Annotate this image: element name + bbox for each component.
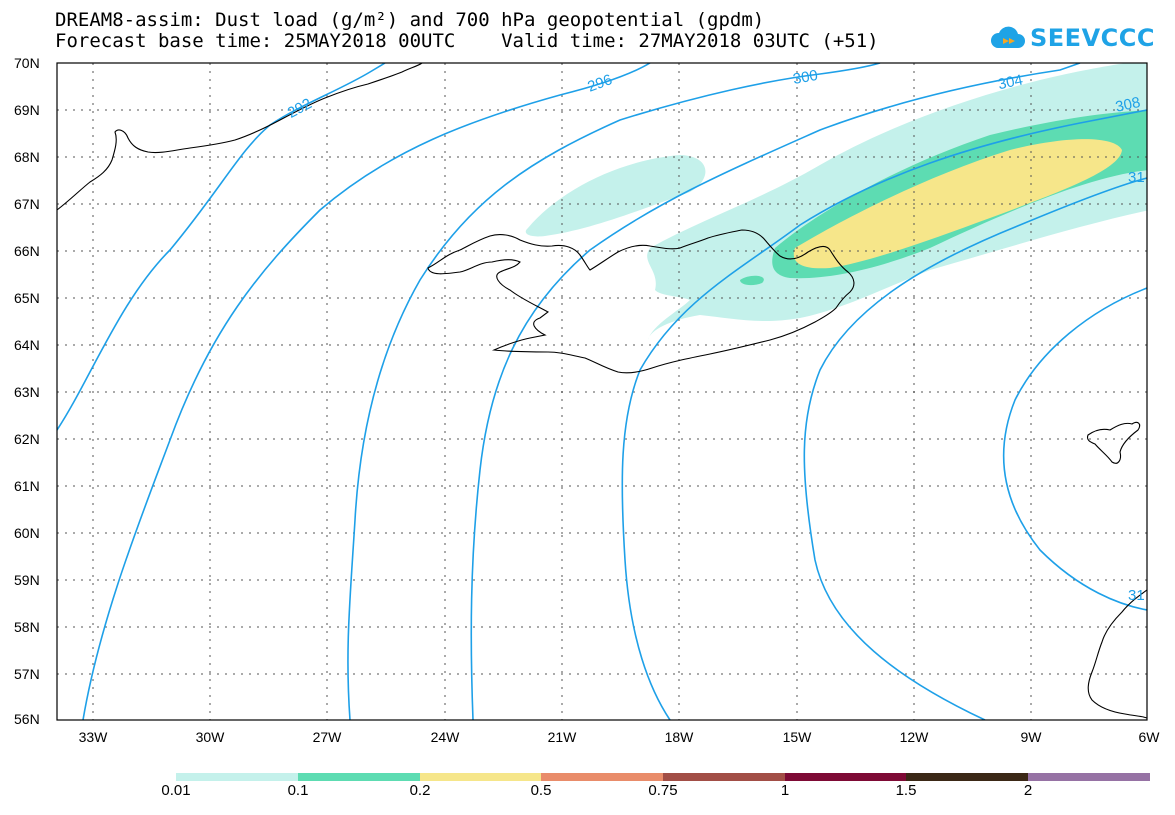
colorbar-label: 1.5 [895,782,917,799]
colorbar-swatch [1028,773,1150,781]
colorbar-swatch [785,773,906,781]
contour-line [470,63,1081,720]
contour-label: 31 [1128,169,1145,186]
lat-label: 70N [14,55,40,71]
colorbar [176,773,1150,781]
dust-shading [525,63,1147,340]
contour-label: 292 [285,95,315,122]
lat-label: 66N [14,243,40,259]
iceland-coast [427,229,855,374]
contour-line [57,63,386,431]
lat-label: 62N [14,431,40,447]
colorbar-label: 0.01 [161,782,191,799]
lat-label: 68N [14,149,40,165]
lon-label: 18W [665,729,695,745]
contour-line [82,63,651,720]
map-subtitle: Forecast base time: 25MAY2018 00UTC Vali… [55,30,879,52]
lon-label: 27W [313,729,343,745]
colorbar-swatch [663,773,785,781]
colorbar-swatch [176,773,298,781]
lat-label: 63N [14,384,40,400]
faroe-coast [1086,421,1141,464]
lat-label: 64N [14,337,40,353]
lat-label: 65N [14,290,40,306]
colorbar-label: 1 [780,782,790,799]
colorbar-swatch [298,773,420,781]
longitude-labels: 33W 30W 27W 24W 21W 18W 15W 12W 9W 6W [79,729,1161,745]
lon-label: 30W [196,729,226,745]
contour-label: 296 [585,71,614,96]
lon-label: 12W [900,729,930,745]
contour-label: 308 [1114,94,1142,116]
colorbar-label: 0.1 [287,782,309,799]
coastlines [56,62,1148,719]
cloud-arrow-icon [990,26,1025,48]
seevccc-logo: SEEVCCC [990,20,1155,56]
greenland-coast [56,62,423,211]
contour-label: 304 [996,71,1024,93]
colorbar-swatch [420,773,541,781]
lon-label: 24W [431,729,461,745]
map-frame [56,62,1148,721]
contour-line [621,109,1147,720]
scotland-coast [1087,589,1148,719]
map-title: DREAM8-assim: Dust load (g/m²) and 700 h… [55,9,765,31]
dust-level-0.2 [793,139,1122,269]
colorbar-swatch [906,773,1028,781]
dust-level-0.01 [525,155,706,237]
contour-line [347,63,881,720]
lon-label: 33W [79,729,109,745]
latitude-labels: 70N 69N 68N 67N 66N 65N 64N 63N 62N 61N … [14,55,40,727]
colorbar-label: 2 [1023,782,1033,799]
lon-label: 21W [548,729,578,745]
lat-label: 59N [14,572,40,588]
contour-line [1002,287,1147,611]
colorbar-label: 0.2 [409,782,431,799]
colorbar-label: 0.5 [530,782,552,799]
graticule [57,63,1147,720]
lat-label: 69N [14,102,40,118]
lat-label: 56N [14,711,40,727]
dust-level-0.1-small [740,275,764,286]
lon-label: 9W [1021,729,1043,745]
lat-label: 60N [14,525,40,541]
colorbar-swatch [541,773,663,781]
contour-label: 31 [1128,587,1145,604]
lon-label: 6W [1139,729,1161,745]
lat-label: 57N [14,666,40,682]
contour-label: 300 [792,67,820,88]
lat-label: 58N [14,619,40,635]
geopotential-contours [57,63,1147,720]
colorbar-label: 0.75 [648,782,678,799]
contour-line [803,177,1147,720]
lat-label: 67N [14,196,40,212]
lat-label: 61N [14,478,40,494]
logo-text: SEEVCCC [1030,24,1155,52]
lon-label: 15W [783,729,813,745]
